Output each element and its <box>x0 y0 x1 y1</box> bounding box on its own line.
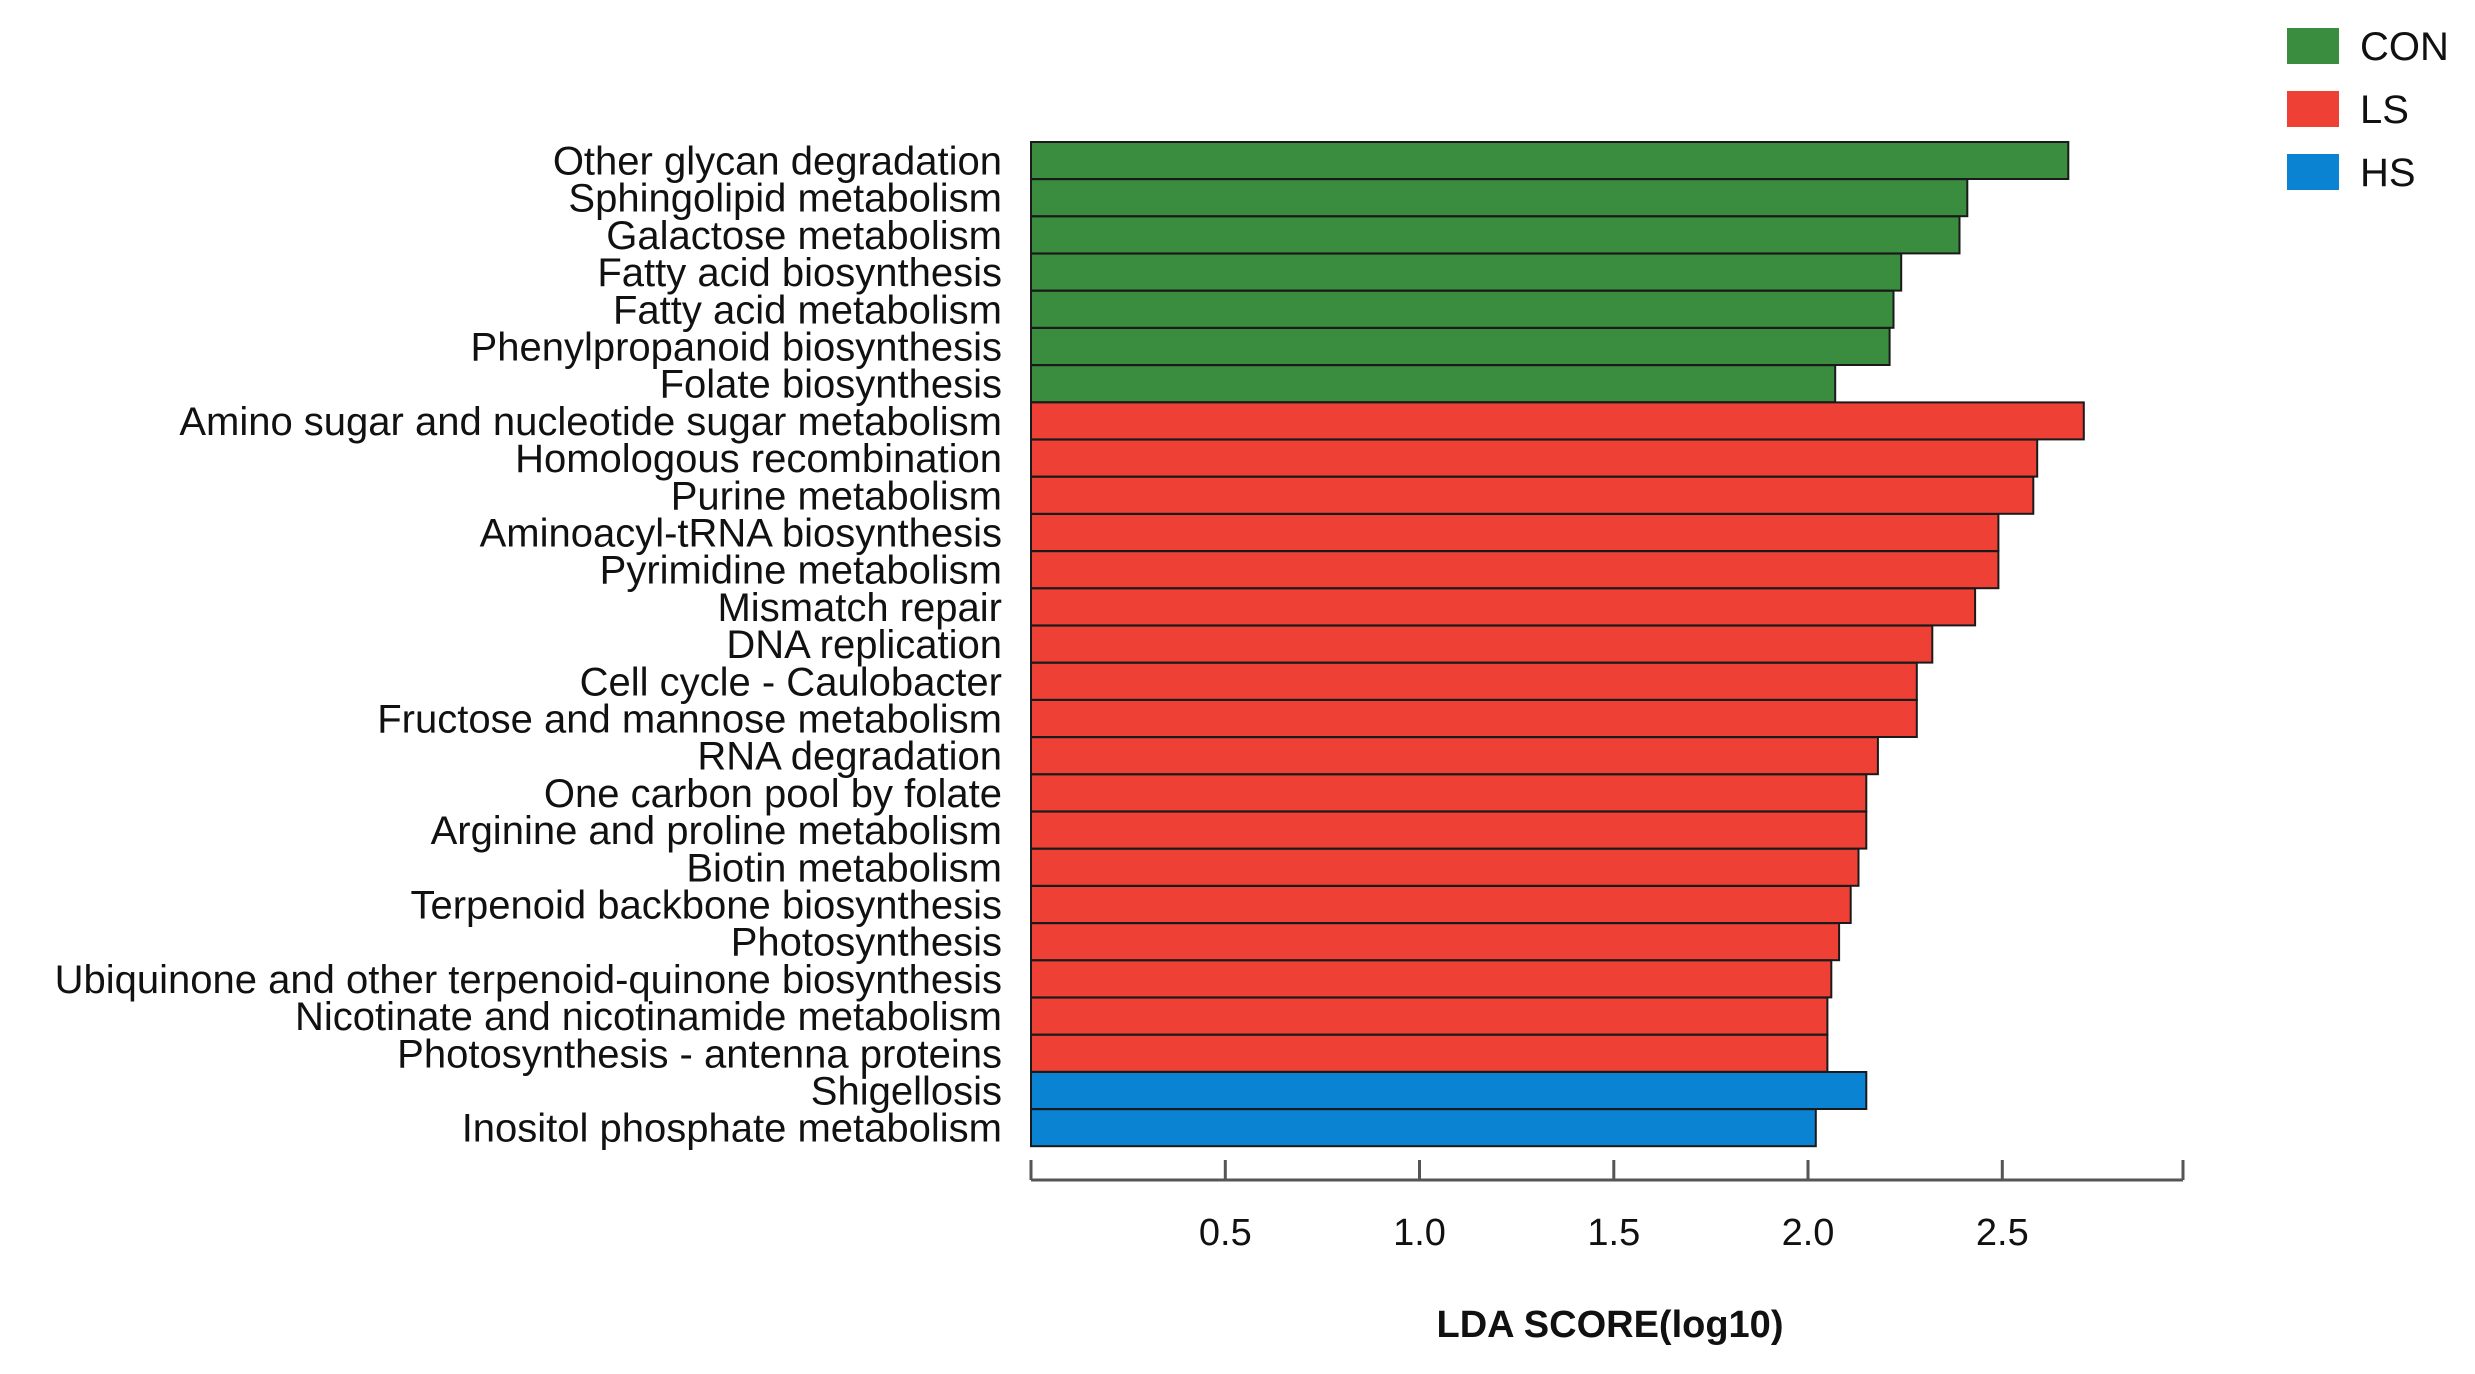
bar <box>1030 327 1891 366</box>
bar <box>1030 438 2039 478</box>
x-tick-label: 1.0 <box>1393 1212 1446 1254</box>
category-label: Cell cycle - Caulobacter <box>580 660 1002 704</box>
bar <box>1030 252 1903 292</box>
legend-label: HS <box>2360 151 2416 195</box>
bar <box>1030 215 1961 255</box>
bar <box>1030 587 1977 627</box>
category-label: Pyrimidine metabolism <box>600 549 1002 593</box>
x-tick-label: 2.0 <box>1782 1212 1835 1254</box>
bar <box>1030 847 1860 887</box>
category-label: Photosynthesis - antenna proteins <box>397 1032 1002 1076</box>
bar <box>1030 289 1895 329</box>
x-tick-label: 1.5 <box>1587 1212 1640 1254</box>
category-label: Ubiquinone and other terpenoid-quinone b… <box>55 958 1002 1002</box>
bar <box>1030 959 1833 999</box>
bar <box>1030 885 1852 924</box>
x-axis: 0.5 1.0 1.5 2.0 2.5 <box>1029 1160 2185 1254</box>
legend-swatch <box>2287 28 2339 64</box>
category-label: Photosynthesis <box>731 921 1002 965</box>
category-label: Folate biosynthesis <box>660 363 1002 407</box>
bar <box>1030 401 2085 441</box>
bar <box>1030 1033 1829 1073</box>
legend-label: CON <box>2360 25 2449 69</box>
bar <box>1030 996 1829 1036</box>
category-label: DNA replication <box>726 623 1002 667</box>
category-label: Fructose and mannose metabolism <box>377 698 1002 742</box>
category-label: Arginine and proline metabolism <box>431 809 1002 853</box>
category-label: Purine metabolism <box>671 474 1002 518</box>
x-axis-title: LDA SCORE(log10) <box>1437 1304 1784 1346</box>
bar <box>1030 773 1868 813</box>
category-label: Galactose metabolism <box>606 214 1002 258</box>
legend-label: LS <box>2360 88 2409 132</box>
category-label: Terpenoid backbone biosynthesis <box>410 884 1002 928</box>
bar <box>1030 810 1868 850</box>
category-label: Sphingolipid metabolism <box>568 177 1002 221</box>
bar <box>1030 922 1841 962</box>
x-tick-label: 0.5 <box>1199 1212 1252 1254</box>
category-label: Aminoacyl-tRNA biosynthesis <box>480 512 1002 556</box>
bar <box>1030 736 1879 776</box>
category-label: Phenylpropanoid biosynthesis <box>471 326 1002 370</box>
legend-swatch <box>2287 91 2339 127</box>
bar <box>1030 699 1918 738</box>
category-label: Shigellosis <box>811 1070 1002 1114</box>
bar <box>1030 1108 1817 1148</box>
category-label: Biotin metabolism <box>686 846 1002 890</box>
bar <box>1030 550 2000 590</box>
bar <box>1030 661 1918 701</box>
category-label: One carbon pool by folate <box>544 772 1002 816</box>
category-label: Other glycan degradation <box>553 140 1002 184</box>
bar <box>1030 475 2035 515</box>
bar <box>1030 178 1969 218</box>
legend: CON LS HS <box>2287 25 2449 195</box>
category-label: Homologous recombination <box>515 437 1002 481</box>
category-label: Nicotinate and nicotinamide metabolism <box>295 995 1002 1039</box>
category-label: Fatty acid metabolism <box>613 288 1002 332</box>
category-label: Mismatch repair <box>717 586 1002 630</box>
category-label: Amino sugar and nucleotide sugar metabol… <box>179 400 1002 444</box>
bar <box>1030 364 1837 404</box>
category-label: RNA degradation <box>697 735 1002 779</box>
category-label: Inositol phosphate metabolism <box>462 1107 1002 1151</box>
x-tick-label: 2.5 <box>1976 1212 2029 1254</box>
category-label: Fatty acid biosynthesis <box>597 251 1002 295</box>
bar <box>1030 513 2000 552</box>
legend-swatch <box>2287 154 2339 190</box>
bar <box>1030 624 1934 664</box>
bar <box>1030 141 2070 180</box>
bars-layer <box>1030 141 2085 1148</box>
bar <box>1030 1071 1868 1110</box>
